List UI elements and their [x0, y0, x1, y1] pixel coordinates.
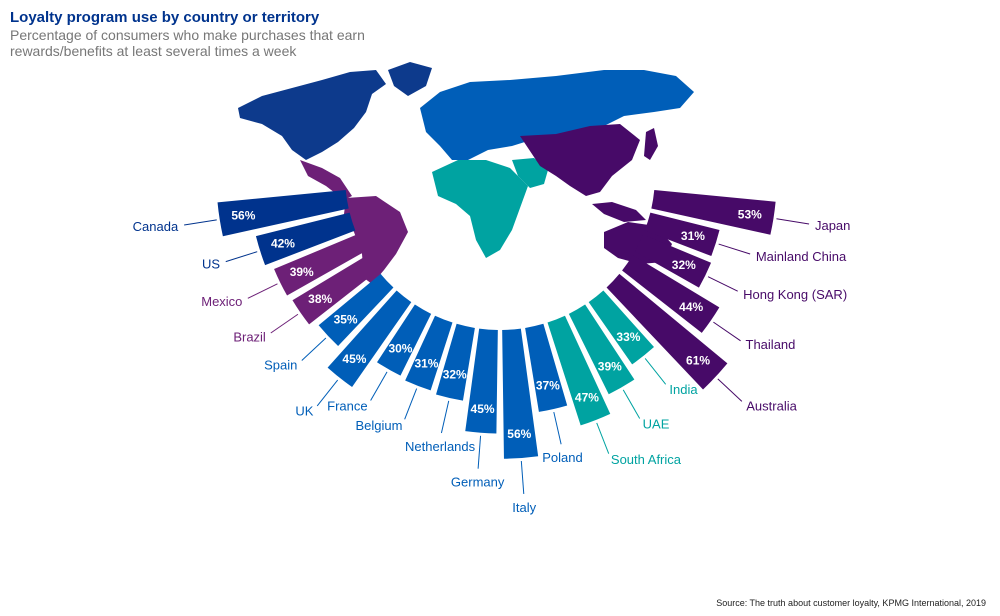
leader-line-mexico	[247, 283, 278, 299]
map-central-america	[300, 160, 352, 200]
country-label-mainland-china: Mainland China	[756, 249, 847, 264]
map-japan	[644, 128, 658, 160]
chart-title: Loyalty program use by country or territ…	[10, 9, 320, 26]
bar-thailand	[622, 255, 720, 333]
country-label-italy: Italy	[512, 500, 536, 515]
bar-mexico	[274, 234, 366, 296]
leader-line-italy	[520, 460, 525, 494]
country-label-mexico: Mexico	[201, 294, 242, 309]
value-label-mexico: 39%	[290, 265, 314, 279]
leader-line-uk	[316, 379, 339, 407]
value-label-us: 42%	[271, 237, 295, 251]
country-label-netherlands: Netherlands	[405, 439, 476, 454]
leader-line-thailand	[713, 321, 741, 342]
value-label-canada: 56%	[231, 209, 255, 223]
bars-group: 56% Canada 42% US 39% Mexico 38% Brazil 35% Spain…	[133, 189, 850, 515]
leader-line-japan	[776, 218, 810, 225]
country-label-spain: Spain	[264, 358, 297, 373]
bar-poland	[525, 323, 568, 412]
country-label-france: France	[327, 399, 367, 414]
bar-belgium	[405, 315, 453, 391]
world-map	[238, 62, 694, 284]
bar-germany	[465, 328, 498, 434]
leader-line-canada	[184, 219, 217, 226]
leader-line-south-africa	[596, 422, 610, 454]
value-label-spain: 35%	[334, 313, 358, 327]
value-label-australia: 61%	[686, 353, 710, 367]
bar-italy	[502, 328, 539, 459]
chart-subtitle: Percentage of consumers who make purchas…	[10, 27, 365, 59]
country-label-brazil: Brazil	[233, 329, 266, 344]
value-label-south-africa: 47%	[575, 391, 599, 405]
bar-hong-kong-sar	[634, 234, 712, 288]
bar-netherlands	[436, 323, 475, 401]
country-label-hong-kong-sar: Hong Kong (SAR)	[743, 287, 847, 302]
leader-line-france	[370, 371, 388, 401]
country-label-poland: Poland	[542, 450, 582, 465]
value-label-netherlands: 32%	[443, 368, 467, 382]
value-label-italy: 56%	[507, 427, 531, 441]
leader-line-hong-kong-sar	[707, 276, 738, 292]
bar-france	[377, 304, 432, 376]
country-label-germany: Germany	[451, 475, 505, 490]
bar-mainland-china	[644, 212, 720, 257]
value-label-mainland-china: 31%	[681, 229, 705, 243]
leader-line-belgium	[404, 388, 418, 420]
map-se-asia	[592, 202, 646, 222]
country-label-india: India	[669, 382, 698, 397]
map-south-america	[344, 196, 408, 284]
country-label-us: US	[202, 256, 220, 271]
value-label-germany: 45%	[471, 402, 495, 416]
value-label-india: 33%	[616, 330, 640, 344]
value-label-japan: 53%	[738, 208, 762, 222]
leader-line-brazil	[270, 313, 299, 334]
value-label-brazil: 38%	[308, 292, 332, 306]
bar-south-africa	[547, 315, 611, 426]
leader-line-netherlands	[440, 400, 450, 434]
map-north-america	[238, 70, 386, 160]
map-africa	[432, 160, 528, 258]
bar-spain	[318, 273, 394, 347]
leader-line-germany	[477, 435, 482, 469]
map-greenland	[388, 62, 432, 96]
value-label-uae: 39%	[598, 359, 622, 373]
leader-line-uae	[622, 389, 641, 419]
value-label-hong-kong-sar: 32%	[672, 258, 696, 272]
value-label-poland: 37%	[536, 379, 560, 393]
leader-line-spain	[301, 337, 327, 361]
leader-line-australia	[717, 378, 743, 402]
bar-uk	[327, 290, 412, 387]
source-note: Source: The truth about customer loyalty…	[716, 598, 986, 608]
bar-uae	[568, 304, 635, 395]
value-label-france: 30%	[388, 341, 412, 355]
country-label-australia: Australia	[746, 398, 797, 413]
country-label-uae: UAE	[643, 417, 670, 432]
bar-brazil	[292, 255, 378, 325]
leader-line-india	[644, 358, 667, 385]
bar-us	[255, 212, 356, 266]
country-label-thailand: Thailand	[746, 337, 796, 352]
leader-line-us	[225, 251, 258, 263]
map-middle-east	[512, 158, 548, 188]
bar-australia	[606, 273, 728, 390]
country-label-belgium: Belgium	[356, 418, 403, 433]
country-label-south-africa: South Africa	[611, 452, 682, 467]
bar-india	[588, 290, 654, 365]
map-asia	[520, 124, 640, 196]
value-label-uk: 45%	[342, 352, 366, 366]
leader-line-poland	[553, 411, 562, 445]
bar-japan	[651, 189, 776, 235]
country-label-japan: Japan	[815, 218, 850, 233]
value-label-thailand: 44%	[679, 300, 703, 314]
country-label-uk: UK	[295, 404, 313, 419]
country-label-canada: Canada	[133, 219, 179, 234]
leader-line-mainland-china	[718, 243, 751, 255]
bar-canada	[217, 189, 349, 237]
map-eurasia-north	[420, 70, 694, 160]
value-label-belgium: 31%	[414, 356, 438, 370]
